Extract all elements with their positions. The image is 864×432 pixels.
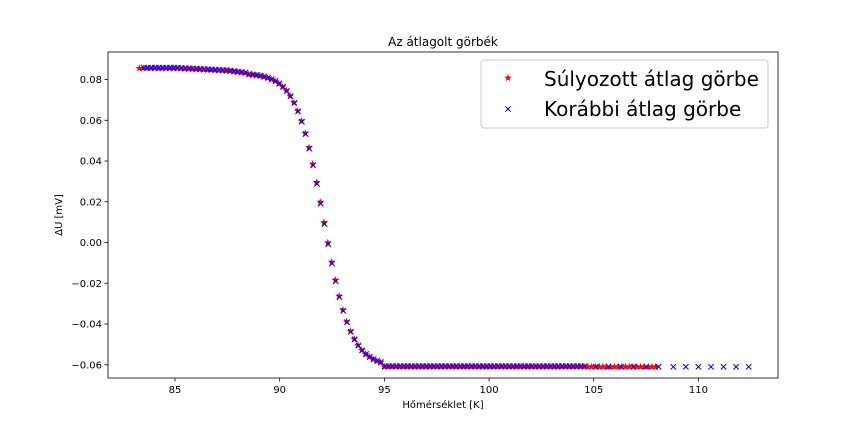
y-tick-label: 0.02 [80,197,102,208]
x-marker [302,131,309,138]
x-tick-label: 90 [273,385,286,396]
star-marker [625,362,634,371]
star-marker [339,305,347,314]
x-marker [336,294,343,301]
legend-box [480,59,769,129]
star-marker [301,129,310,137]
x-tick-label: 85 [169,385,182,396]
star-marker [327,258,336,266]
x-marker [592,363,599,370]
x-marker [630,363,637,370]
x-marker [242,69,249,76]
x-marker [655,363,662,370]
x-tick-label: 100 [480,385,499,396]
y-tick-label: −0.04 [71,320,102,331]
x-marker [643,363,650,370]
y-tick-label: 0.04 [80,157,102,168]
star-marker [312,178,321,186]
x-marker [283,87,290,94]
star-marker [648,362,656,371]
x-marker [295,108,302,115]
x-marker [313,180,321,187]
star-marker [335,292,343,300]
legend-label: Korábbi átlag görbe [544,97,741,121]
star-marker [595,362,603,371]
star-marker [135,64,144,72]
x-marker [733,363,740,370]
x-marker [374,357,381,364]
plot-area: 85 90 95 100 105 110 0.08 0.06 0.04 0.02 0.00 −0.02… [71,51,779,396]
x-marker [332,278,339,285]
x-marker [670,363,677,370]
x-marker [351,336,358,343]
star-marker [651,362,660,371]
x-marker [617,363,625,370]
x-marker [344,319,351,326]
y-tick-label: −0.06 [71,360,102,371]
x-tick-label: 95 [378,385,391,396]
x-marker [605,363,612,370]
star-marker [602,362,611,371]
y-tick-label: 0.00 [80,238,102,249]
x-tick-label: 105 [584,385,603,396]
star-marker [504,74,512,82]
x-marker [298,118,305,125]
x-marker [370,355,377,363]
star-marker [621,362,630,371]
x-marker [317,200,324,207]
star-marker [324,238,332,246]
x-marker [340,307,347,314]
x-marker [328,260,336,267]
star-marker [320,218,328,226]
x-marker [272,77,279,85]
star-marker [610,362,619,371]
y-tick-label: −0.02 [71,279,102,290]
x-marker [581,363,588,370]
x-tick-label: 110 [689,385,708,396]
x-marker [310,162,317,169]
star-marker [599,362,607,371]
x-marker [268,75,275,83]
legend-label: Súlyozott átlag görbe [544,67,759,91]
x-marker [347,328,354,335]
chart-title: Az átlagolt görbék [388,35,498,49]
x-marker [504,105,512,113]
star-marker [636,362,645,371]
x-marker [261,73,268,80]
legend: Súlyozott átlag görbe Korábbi átlag görbe [480,59,769,129]
x-marker [695,363,702,370]
axes-frame [107,51,779,379]
star-marker [316,198,325,206]
star-marker [614,362,622,371]
x-marker [321,221,328,228]
star-marker [584,362,592,371]
x-marker [745,363,752,370]
y-axis-label: ΔU [mV] [54,194,65,236]
star-marker [644,362,652,371]
star-marker [305,143,313,151]
star-marker [640,362,649,371]
x-marker [720,363,727,370]
star-marker [606,362,615,371]
star-marker [587,362,596,371]
y-tick-label: 0.08 [80,75,102,86]
x-marker [306,145,313,152]
star-marker [633,362,641,371]
x-marker [682,363,689,370]
x-marker [287,93,294,100]
x-marker [264,74,272,81]
x-axis-label: Hőmérséklet [K] [402,399,483,411]
x-marker [291,99,298,106]
x-marker [366,353,373,360]
star-marker [331,276,340,284]
x-marker [325,241,332,248]
x-marker [707,363,715,370]
y-tick-label: 0.06 [80,116,102,127]
x-marker [355,342,362,349]
x-marker [362,350,370,357]
star-marker [308,160,317,168]
